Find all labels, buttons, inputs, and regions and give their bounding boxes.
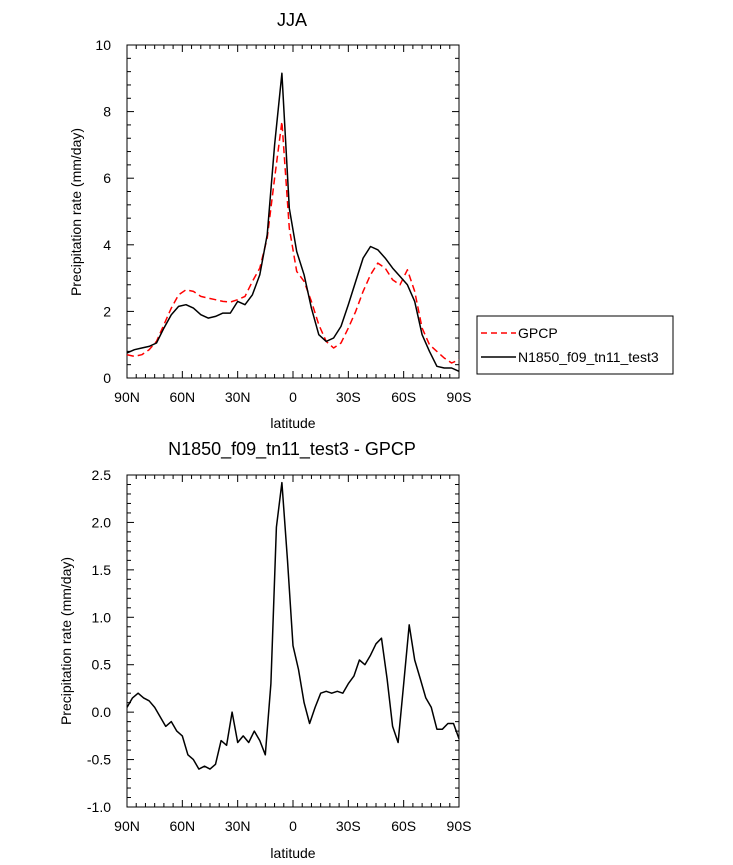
bottom-x-tick-label: 90N [114, 818, 140, 834]
legend-box [476, 315, 674, 375]
bottom-x-tick-label: 90S [447, 818, 472, 834]
top-x-tick-label: 30N [225, 389, 251, 405]
legend-label-model: N1850_f09_tn11_test3 [518, 349, 659, 365]
top-y-tick-label: 2 [103, 303, 111, 319]
bottom-y-tick-label: 2.5 [92, 467, 112, 483]
top-chart-title: JJA [277, 10, 307, 30]
bottom-x-tick-label: 0 [289, 818, 297, 834]
bottom-series-group [126, 481, 460, 770]
bottom-y-axis-label: Precipitation rate (mm/day) [58, 557, 74, 725]
bottom-chart-panel: N1850_f09_tn11_test3 - GPCP 90N 60N 30N 0 30… [58, 439, 471, 861]
bottom-x-tick-label: 30S [336, 818, 361, 834]
bottom-y-tick-label: 1.5 [92, 562, 112, 578]
top-series-gpcp [126, 120, 460, 364]
legend-label-gpcp: GPCP [518, 325, 558, 341]
top-x-tick-label: 60S [391, 389, 416, 405]
bottom-x-axis-label: latitude [270, 845, 315, 861]
bottom-x-tick-label: 30N [225, 818, 251, 834]
top-y-tick-label: 8 [103, 104, 111, 120]
top-y-tick-label: 0 [103, 370, 111, 386]
top-series-group [126, 72, 460, 372]
bottom-y-tick-label: -0.5 [87, 752, 111, 768]
top-plot-frame [126, 44, 460, 379]
top-x-tick-label: 30S [336, 389, 361, 405]
top-x-tick-label: 90N [114, 389, 140, 405]
bottom-y-tick-label: 0.5 [92, 657, 112, 673]
top-y-tick-label: 10 [95, 37, 111, 53]
bottom-y-tick-label: 1.0 [92, 609, 112, 625]
legend: GPCP N1850_f09_tn11_test3 [476, 315, 674, 375]
bottom-axis-ticks: 90N 60N 30N 0 30S 60S 90S -1.0 -0.5 0.0 0.5 1.0 1.5 2… [87, 467, 472, 834]
bottom-y-tick-label: 0.0 [92, 704, 112, 720]
bottom-y-tick-label: 2.0 [92, 514, 112, 530]
top-series-n1850-f09-tn11-test3 [126, 72, 460, 372]
top-x-tick-label: 60N [169, 389, 195, 405]
top-y-axis-label: Precipitation rate (mm/day) [68, 128, 84, 296]
top-axis-ticks: 90N 60N 30N 0 30S 60S 90S 0 2 4 6 8 10 [95, 37, 471, 405]
bottom-y-tick-label: -1.0 [87, 799, 111, 815]
top-x-tick-label: 90S [447, 389, 472, 405]
bottom-x-tick-label: 60N [169, 818, 195, 834]
bottom-x-tick-label: 60S [391, 818, 416, 834]
top-x-axis-label: latitude [270, 415, 315, 431]
top-x-tick-label: 0 [289, 389, 297, 405]
top-y-tick-label: 6 [103, 170, 111, 186]
top-y-tick-label: 4 [103, 237, 111, 253]
bottom-series-n1850-f09-tn11-test3-gpcp [126, 481, 460, 770]
bottom-chart-title: N1850_f09_tn11_test3 - GPCP [168, 439, 416, 460]
